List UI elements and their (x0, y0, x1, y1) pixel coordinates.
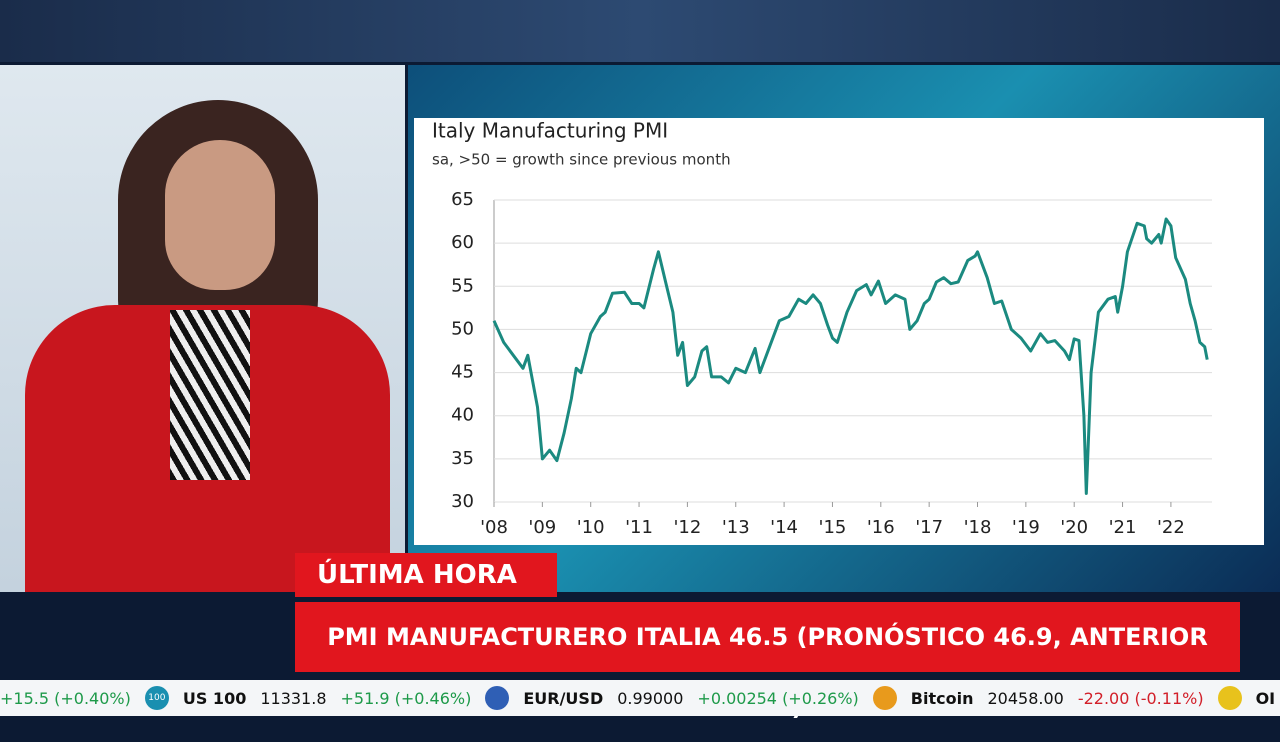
ticker-icon (1217, 686, 1242, 710)
presenter-shirt (170, 310, 250, 480)
y-tick-label: 65 (451, 189, 474, 210)
x-tick-label: '20 (1060, 517, 1088, 538)
x-tick-label: '14 (770, 517, 798, 538)
ticker-icon: 100 (144, 686, 169, 710)
ticker-change: +51.9 (+0.46%) (340, 688, 472, 708)
chart-panel (414, 118, 1264, 545)
x-tick-label: '11 (625, 517, 653, 538)
breaking-tag: ÚLTIMA HORA (295, 553, 557, 597)
ticker-name: Bitcoin (910, 688, 974, 708)
pmi-line (492, 217, 1209, 495)
y-tick-label: 55 (451, 275, 474, 296)
x-tick-label: '15 (819, 517, 847, 538)
ticker-name: US 100 (182, 688, 247, 708)
x-tick-label: '12 (673, 517, 701, 538)
x-tick-label: '10 (577, 517, 605, 538)
y-tick-label: 35 (451, 448, 474, 469)
ticker-name: EUR/USD (523, 688, 604, 708)
ticker-change: +15.5 (+0.40%) (0, 688, 131, 708)
x-tick-label: '09 (528, 517, 556, 538)
ticker-change: -22.00 (-0.11%) (1077, 688, 1204, 708)
ticker: +15.5 (+0.40%) 100 US 100 11331.8 +51.9 … (0, 680, 1280, 716)
y-tick-label: 60 (451, 232, 474, 253)
ticker-icon (872, 686, 897, 710)
chart-subtitle: sa, >50 = growth since previous month (432, 151, 731, 169)
x-tick-label: '19 (1012, 517, 1040, 538)
top-bar (0, 0, 1280, 62)
headline: PMI MANUFACTURERO ITALIA 46.5 (PRONÓSTIC… (295, 602, 1240, 721)
x-tick-label: '22 (1157, 517, 1185, 538)
ticker-price: 0.99000 (617, 688, 684, 708)
y-tick-label: 50 (451, 318, 474, 339)
ticker-icon (485, 686, 510, 710)
y-tick-label: 30 (451, 491, 474, 512)
chart: Italy Manufacturing PMI sa, >50 = growth… (414, 118, 1264, 545)
ticker-price: 20458.00 (987, 688, 1064, 708)
page: Italy Manufacturing PMI sa, >50 = growth… (0, 0, 1280, 721)
x-tick-label: '08 (480, 517, 508, 538)
x-tick-label: '17 (915, 517, 943, 538)
x-tick-label: '16 (867, 517, 895, 538)
chart-title: Italy Manufacturing PMI (432, 119, 668, 143)
presenter-face (165, 140, 275, 290)
y-tick-label: 45 (451, 362, 474, 383)
x-tick-label: '21 (1109, 517, 1137, 538)
x-tick-label: '18 (964, 517, 992, 538)
ticker-name: OI (1255, 688, 1276, 708)
ticker-price: 11331.8 (260, 688, 327, 708)
ticker-change: +0.00254 (+0.26%) (697, 688, 859, 708)
x-tick-label: '13 (722, 517, 750, 538)
y-tick-label: 40 (451, 405, 474, 426)
